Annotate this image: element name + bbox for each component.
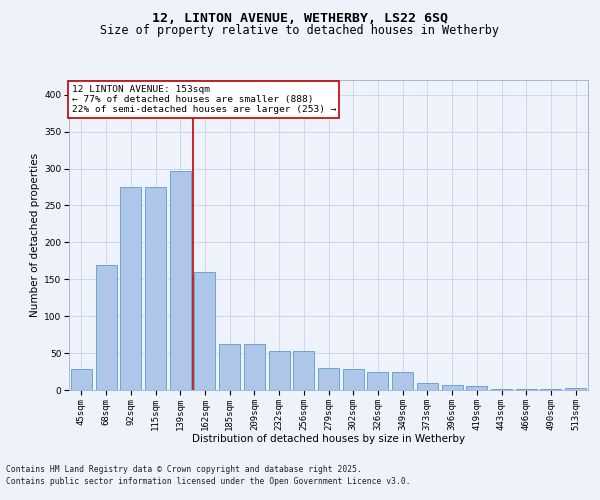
X-axis label: Distribution of detached houses by size in Wetherby: Distribution of detached houses by size …: [192, 434, 465, 444]
Text: 12 LINTON AVENUE: 153sqm
← 77% of detached houses are smaller (888)
22% of semi-: 12 LINTON AVENUE: 153sqm ← 77% of detach…: [71, 84, 336, 114]
Bar: [293, 351, 314, 390]
Y-axis label: Number of detached properties: Number of detached properties: [30, 153, 40, 317]
Bar: [244, 344, 265, 390]
Bar: [219, 344, 240, 390]
Text: Contains public sector information licensed under the Open Government Licence v3: Contains public sector information licen…: [6, 478, 410, 486]
Text: 12, LINTON AVENUE, WETHERBY, LS22 6SQ: 12, LINTON AVENUE, WETHERBY, LS22 6SQ: [152, 12, 448, 26]
Bar: [392, 372, 413, 390]
Text: Contains HM Land Registry data © Crown copyright and database right 2025.: Contains HM Land Registry data © Crown c…: [6, 465, 362, 474]
Bar: [565, 388, 586, 390]
Bar: [170, 171, 191, 390]
Text: Size of property relative to detached houses in Wetherby: Size of property relative to detached ho…: [101, 24, 499, 37]
Bar: [442, 385, 463, 390]
Bar: [71, 370, 92, 390]
Bar: [367, 372, 388, 390]
Bar: [466, 386, 487, 390]
Bar: [417, 384, 438, 390]
Bar: [120, 187, 141, 390]
Bar: [95, 264, 116, 390]
Bar: [194, 272, 215, 390]
Bar: [269, 351, 290, 390]
Bar: [343, 370, 364, 390]
Bar: [145, 187, 166, 390]
Bar: [541, 388, 562, 390]
Bar: [318, 368, 339, 390]
